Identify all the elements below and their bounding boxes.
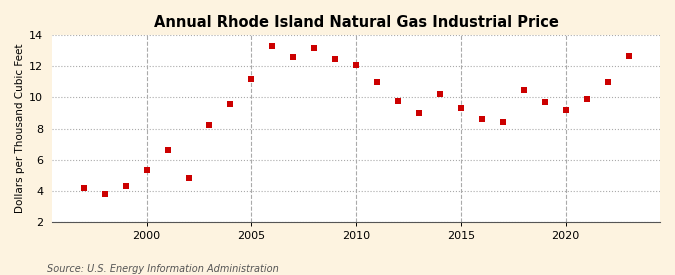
- Point: [518, 87, 529, 92]
- Point: [330, 56, 341, 61]
- Point: [246, 77, 256, 81]
- Point: [372, 80, 383, 84]
- Point: [78, 185, 89, 190]
- Point: [393, 98, 404, 103]
- Point: [456, 106, 466, 111]
- Point: [623, 53, 634, 58]
- Point: [560, 108, 571, 112]
- Point: [162, 148, 173, 152]
- Point: [309, 46, 320, 50]
- Point: [351, 63, 362, 67]
- Point: [414, 111, 425, 115]
- Point: [539, 100, 550, 104]
- Point: [120, 184, 131, 188]
- Point: [435, 92, 446, 97]
- Point: [477, 117, 487, 121]
- Point: [204, 123, 215, 128]
- Point: [581, 97, 592, 101]
- Title: Annual Rhode Island Natural Gas Industrial Price: Annual Rhode Island Natural Gas Industri…: [154, 15, 559, 30]
- Y-axis label: Dollars per Thousand Cubic Feet: Dollars per Thousand Cubic Feet: [15, 44, 25, 213]
- Point: [141, 168, 152, 173]
- Point: [183, 176, 194, 180]
- Point: [225, 101, 236, 106]
- Point: [267, 44, 277, 48]
- Point: [497, 120, 508, 125]
- Text: Source: U.S. Energy Information Administration: Source: U.S. Energy Information Administ…: [47, 264, 279, 274]
- Point: [288, 55, 299, 59]
- Point: [99, 192, 110, 196]
- Point: [602, 80, 613, 84]
